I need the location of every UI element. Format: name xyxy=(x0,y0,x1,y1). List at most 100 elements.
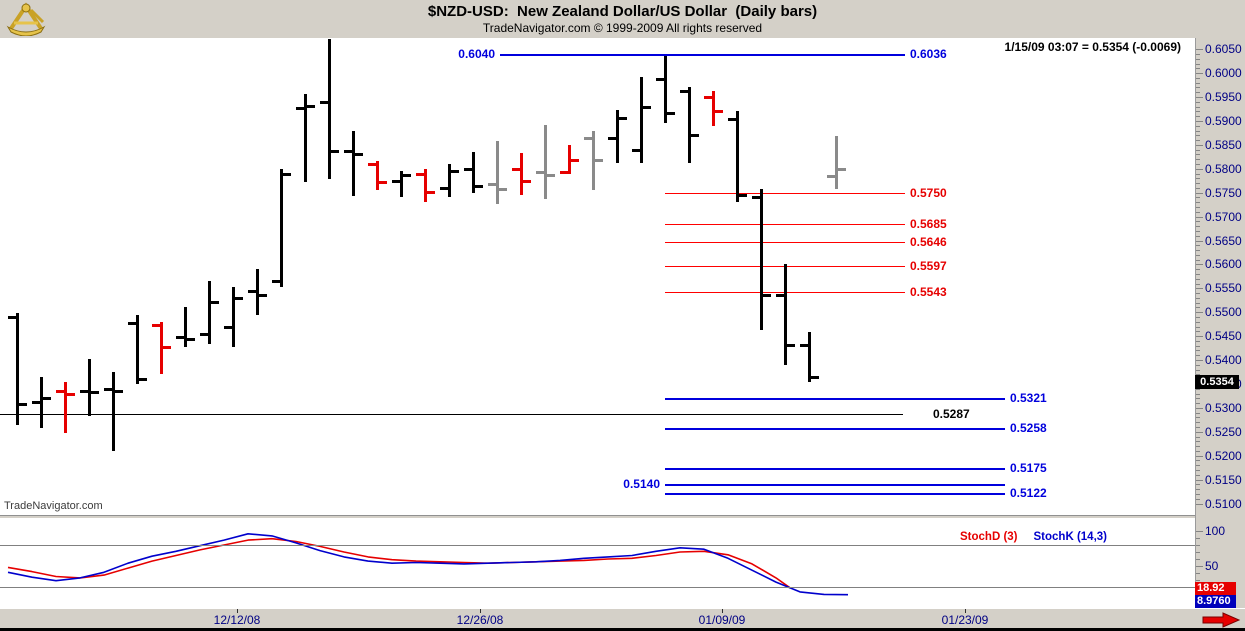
price-axis-tick xyxy=(1196,197,1200,199)
close-tick xyxy=(307,105,315,109)
ohlc-bar xyxy=(136,315,139,384)
ohlc-bar xyxy=(352,130,355,197)
price-level-line[interactable] xyxy=(665,428,1005,430)
close-tick xyxy=(811,375,819,379)
close-tick xyxy=(523,179,531,183)
close-tick xyxy=(571,158,579,162)
price-level-line[interactable] xyxy=(665,193,905,194)
price-axis-label: 0.5850 xyxy=(1205,137,1242,152)
price-level-line[interactable] xyxy=(0,414,903,415)
price-level-line[interactable] xyxy=(665,468,1005,470)
price-axis-tick xyxy=(1196,484,1200,486)
open-tick xyxy=(368,162,376,166)
price-axis-tick xyxy=(1196,106,1200,108)
price-axis-tick xyxy=(1196,293,1200,295)
ohlc-bar xyxy=(256,268,259,316)
price-axis-tick xyxy=(1196,140,1200,142)
close-tick xyxy=(739,194,747,198)
close-tick xyxy=(403,173,411,177)
price-axis-tick xyxy=(1196,250,1200,252)
ohlc-bar xyxy=(835,136,838,189)
open-tick xyxy=(608,136,616,140)
price-axis-tick xyxy=(1196,116,1200,118)
price-axis-label: 0.6000 xyxy=(1205,66,1242,81)
price-axis-tick xyxy=(1196,221,1200,223)
open-tick xyxy=(152,323,160,327)
close-tick xyxy=(139,377,147,381)
open-tick xyxy=(536,171,544,175)
price-axis-label: 0.5800 xyxy=(1205,161,1242,176)
open-tick xyxy=(584,136,592,140)
ohlc-bar xyxy=(304,93,307,183)
price-axis-tick xyxy=(1196,388,1200,390)
price-axis-label: 0.5550 xyxy=(1205,281,1242,296)
price-axis-tick xyxy=(1196,493,1200,495)
tradenavigator-sextant-logo[interactable] xyxy=(4,2,50,36)
price-axis-tick xyxy=(1196,183,1200,185)
price-axis-tick xyxy=(1196,340,1200,342)
price-axis-label: 0.5250 xyxy=(1205,424,1242,439)
stochk-line xyxy=(7,533,849,596)
price-axis-tick xyxy=(1196,125,1200,127)
stochastic-curves xyxy=(7,533,849,596)
ohlc-bar xyxy=(592,130,595,190)
price-level-line[interactable] xyxy=(665,224,905,225)
ohlc-bar xyxy=(640,76,643,163)
ohlc-bar xyxy=(712,90,715,127)
price-axis-label: 0.5950 xyxy=(1205,90,1242,105)
open-tick xyxy=(728,117,736,121)
price-axis-tick xyxy=(1196,297,1200,299)
price-axis-column[interactable]: 0.6050 0.6000 0.5950 0.5900 0.5850 0.5800 0.57… xyxy=(1195,38,1245,608)
time-axis-footer: 12/12/08 12/26/08 01/09/09 01/23/09 xyxy=(0,608,1245,629)
price-level-line[interactable] xyxy=(665,242,905,243)
price-axis-tick xyxy=(1196,307,1200,309)
price-axis-label: 0.5900 xyxy=(1205,113,1242,128)
price-chart-panel[interactable]: 1/15/09 03:07 = 0.5354 (-0.0069) TradeNa… xyxy=(0,38,1195,515)
price-axis-tick xyxy=(1196,302,1200,304)
scroll-right-arrow[interactable] xyxy=(1201,612,1241,628)
close-tick xyxy=(187,338,195,342)
price-axis-tick xyxy=(1196,355,1200,357)
price-axis-tick xyxy=(1196,288,1203,290)
ohlc-bar xyxy=(400,171,403,197)
open-tick xyxy=(200,332,208,336)
date-tick xyxy=(722,609,723,613)
close-tick xyxy=(499,187,507,191)
price-level-line[interactable] xyxy=(500,54,905,56)
stoch-gridline xyxy=(0,545,1195,546)
price-axis-tick xyxy=(1196,149,1200,151)
price-axis-label: 0.5100 xyxy=(1205,496,1242,511)
close-tick xyxy=(91,390,99,394)
price-axis-tick xyxy=(1196,431,1203,433)
ohlc-bar xyxy=(784,264,787,365)
close-tick xyxy=(19,402,27,406)
price-axis-label: 0.5650 xyxy=(1205,233,1242,248)
price-axis-label: 0.5400 xyxy=(1205,353,1242,368)
open-tick xyxy=(752,195,760,199)
ohlc-bar xyxy=(568,144,571,175)
open-tick xyxy=(464,167,472,171)
price-axis-tick xyxy=(1196,68,1200,70)
ohlc-bar xyxy=(376,160,379,190)
price-axis-tick xyxy=(1196,259,1200,261)
stoch-axis-tick xyxy=(1196,559,1200,560)
tradenavigator-watermark: TradeNavigator.com xyxy=(4,500,103,512)
price-axis-label: 0.6050 xyxy=(1205,42,1242,57)
stochastic-panel[interactable]: StochD (3) StochK (14,3) xyxy=(0,519,1195,608)
price-axis-tick xyxy=(1196,350,1200,352)
price-level-line[interactable] xyxy=(665,398,1005,400)
close-tick xyxy=(427,190,435,194)
open-tick xyxy=(176,335,184,339)
price-axis-tick xyxy=(1196,283,1200,285)
close-tick xyxy=(787,343,795,347)
price-axis-tick xyxy=(1196,254,1200,256)
ohlc-bar xyxy=(736,111,739,203)
price-axis-tick xyxy=(1196,240,1203,242)
open-tick xyxy=(224,325,232,329)
close-tick xyxy=(331,149,339,153)
open-tick xyxy=(704,96,712,100)
close-tick xyxy=(715,110,723,114)
price-level-line[interactable] xyxy=(665,493,1005,495)
price-level-line[interactable] xyxy=(665,484,1005,486)
price-axis-label: 0.5450 xyxy=(1205,329,1242,344)
